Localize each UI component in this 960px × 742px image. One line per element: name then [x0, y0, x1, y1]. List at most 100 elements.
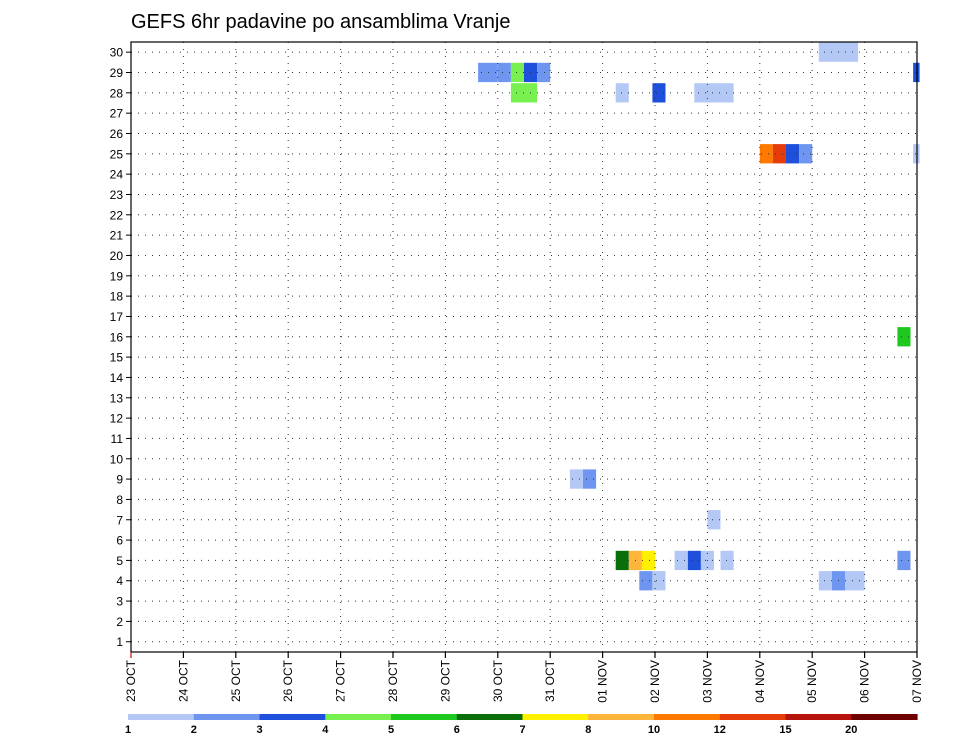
cell [583, 469, 597, 489]
cell [537, 62, 551, 83]
color-legend: 1 2 3 4 5 6 7 8 10 12 15 20 [125, 714, 918, 736]
legend-label: 3 [256, 724, 262, 736]
y-tick-label: 26 [110, 127, 124, 141]
legend-label: 10 [648, 724, 660, 736]
legend-swatch [325, 714, 392, 720]
cell [799, 144, 813, 164]
y-tick-label: 24 [110, 168, 124, 182]
legend-label: 15 [779, 724, 791, 736]
y-tick-label: 11 [111, 432, 124, 446]
y-tick-label: 4 [116, 574, 123, 588]
cell [694, 83, 734, 103]
legend-swatch [785, 714, 852, 720]
cell [569, 469, 583, 489]
legend-label: 2 [191, 724, 197, 736]
legend-swatch [588, 714, 655, 720]
x-axis: 23 OCT 24 OCT 25 OCT 26 OCT 27 OCT 28 OCT 29 O… [124, 652, 924, 703]
x-tick-label: 23 OCT [124, 659, 138, 702]
y-tick-label: 6 [116, 534, 123, 548]
legend-label: 1 [125, 724, 131, 736]
legend-swatch [719, 714, 787, 720]
plot-frame [130, 41, 918, 653]
y-tick-label: 16 [110, 330, 124, 344]
cell [639, 571, 653, 591]
y-axis: 1234567891011121314151617181920212223242… [110, 46, 131, 649]
y-tick-label: 30 [110, 46, 124, 60]
y-tick-label: 21 [110, 229, 124, 243]
cell [707, 510, 721, 530]
y-tick-label: 28 [110, 86, 124, 100]
cell [615, 550, 629, 571]
x-tick-label: 02 NOV [648, 660, 662, 703]
x-tick-label: 01 NOV [596, 660, 610, 703]
chart-title: GEFS 6hr padavine po ansamblima Vranje [131, 11, 510, 33]
x-tick-label: 30 OCT [491, 659, 505, 702]
cell [478, 62, 498, 83]
y-tick-label: 19 [110, 269, 124, 283]
y-tick-label: 15 [110, 351, 124, 365]
y-tick-label: 20 [110, 249, 124, 263]
legend-swatch [522, 714, 589, 720]
legend-label: 6 [454, 724, 460, 736]
x-tick-label: 06 NOV [858, 660, 872, 703]
y-tick-label: 7 [116, 513, 123, 527]
x-tick-label: 05 NOV [805, 660, 819, 703]
cell [913, 62, 920, 83]
y-tick-label: 3 [116, 595, 123, 609]
legend-swatch [654, 714, 721, 720]
y-tick-label: 10 [110, 452, 124, 466]
legend-swatch [193, 714, 261, 720]
y-tick-label: 13 [110, 391, 124, 405]
cell [845, 571, 865, 591]
cell [759, 144, 773, 164]
y-tick-label: 12 [110, 412, 124, 426]
cell [641, 550, 655, 571]
grid-layer [131, 42, 917, 652]
x-tick-label: 26 OCT [281, 659, 295, 702]
legend-label: 7 [519, 724, 525, 736]
legend-label: 12 [714, 724, 726, 736]
legend-swatch [391, 714, 458, 720]
cell [687, 550, 701, 571]
x-tick-label: 24 OCT [176, 659, 190, 702]
y-tick-label: 17 [110, 310, 124, 324]
cell [720, 550, 734, 571]
legend-label: 20 [845, 724, 857, 736]
y-tick-label: 2 [116, 615, 123, 629]
y-tick-label: 9 [116, 473, 123, 487]
y-tick-label: 8 [116, 493, 123, 507]
cell [818, 571, 832, 591]
cell [510, 62, 524, 83]
y-tick-label: 18 [110, 290, 124, 304]
cell [897, 550, 911, 571]
legend-label: 4 [322, 724, 329, 736]
legend-label: 5 [388, 724, 394, 736]
x-tick-label: 25 OCT [229, 659, 243, 702]
y-tick-label: 25 [110, 147, 124, 161]
cell [652, 83, 666, 103]
y-tick-label: 22 [110, 208, 124, 222]
cell [897, 327, 911, 347]
cell [652, 571, 666, 591]
x-tick-label: 07 NOV [910, 660, 924, 703]
x-tick-label: 03 NOV [700, 660, 714, 703]
legend-swatch [851, 714, 918, 720]
y-tick-label: 29 [110, 66, 124, 80]
y-tick-label: 1 [116, 635, 123, 649]
legend-label: 8 [585, 724, 591, 736]
cell [615, 83, 629, 103]
x-tick-label: 28 OCT [386, 659, 400, 702]
cell [674, 550, 688, 571]
x-tick-label: 29 OCT [438, 659, 452, 702]
y-tick-label: 5 [116, 554, 123, 568]
legend-swatch [128, 714, 195, 720]
cell [786, 144, 800, 164]
y-tick-label: 27 [110, 107, 124, 121]
cell [497, 62, 511, 83]
x-tick-label: 04 NOV [753, 660, 767, 703]
legend-swatch [259, 714, 326, 720]
cell [913, 144, 920, 164]
y-tick-label: 14 [110, 371, 124, 385]
y-tick-label: 23 [110, 188, 124, 202]
